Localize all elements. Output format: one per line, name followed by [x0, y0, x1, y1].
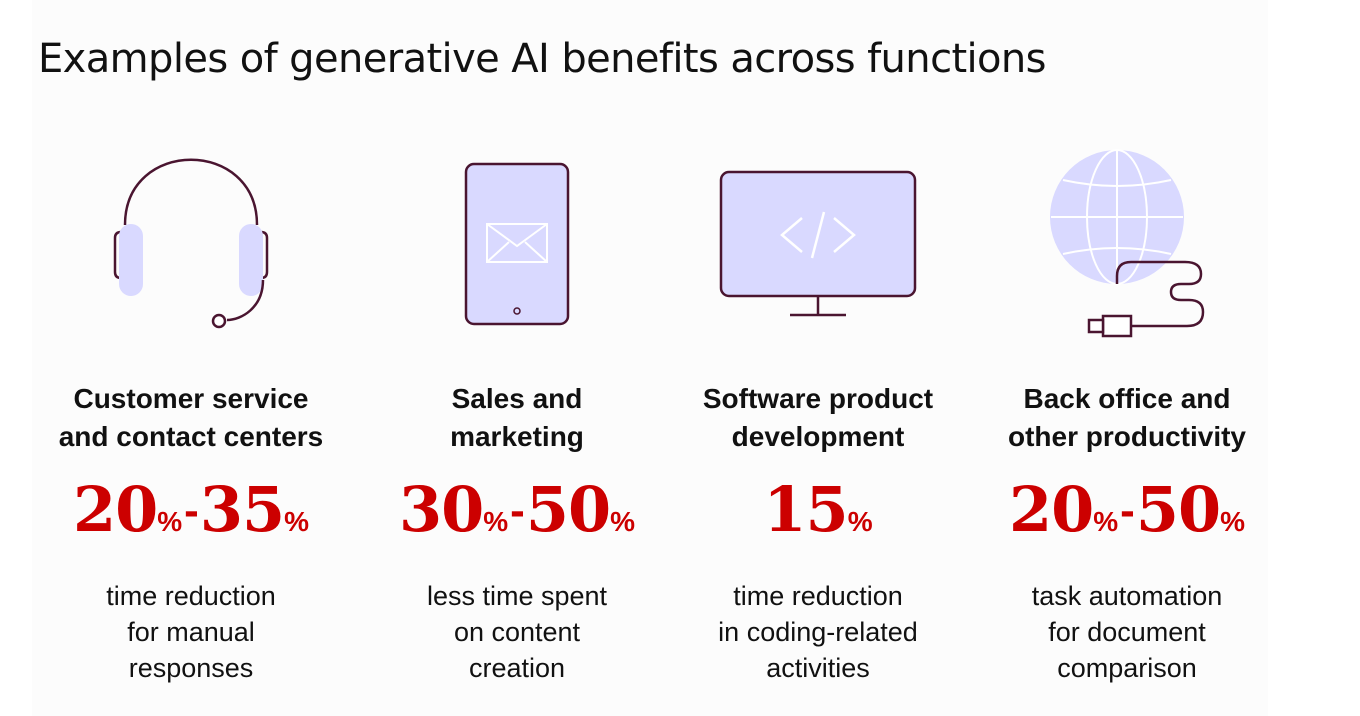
benefit-description: less time spent on content creation — [357, 578, 677, 686]
heading-line: Customer service — [73, 383, 309, 414]
benefit-stat: 15% — [658, 475, 978, 557]
stat-low: 20 — [1008, 473, 1094, 546]
benefit-description: task automation for document comparison — [967, 578, 1287, 686]
benefit-heading: Software product development — [658, 380, 978, 456]
heading-line: other productivity — [1007, 421, 1246, 452]
desc-line: time reduction — [733, 581, 903, 611]
monitor-code-icon — [658, 140, 978, 340]
heading-line: development — [731, 421, 905, 452]
desc-line: in coding-related — [718, 617, 918, 647]
benefit-card-customer-service: Customer service and contact centers 20%… — [31, 140, 351, 683]
benefit-heading: Sales and marketing — [357, 380, 677, 456]
stat-unit: % — [284, 506, 310, 537]
desc-line: for document — [1048, 617, 1206, 647]
globe-plug-icon — [967, 140, 1287, 340]
stat-unit: % — [847, 506, 873, 537]
stat-high: 50 — [1135, 473, 1221, 546]
desc-line: comparison — [1057, 653, 1197, 683]
stat-unit: % — [1220, 506, 1246, 537]
benefit-description: time reduction in coding-related activit… — [658, 578, 978, 686]
stat-high: 35 — [199, 473, 285, 546]
heading-line: and contact centers — [58, 421, 324, 452]
stat-unit: % — [610, 506, 636, 537]
stat-separator: - — [184, 486, 199, 535]
benefit-stat: 20%-50% — [967, 475, 1287, 557]
desc-line: activities — [766, 653, 870, 683]
stat-separator: - — [1120, 486, 1135, 535]
content-panel — [32, 0, 1268, 716]
benefit-stat: 20%-35% — [31, 475, 351, 557]
benefit-card-back-office: Back office and other productivity 20%-5… — [967, 140, 1287, 683]
stat-high: 50 — [525, 473, 611, 546]
heading-line: Sales and — [451, 383, 583, 414]
desc-line: on content — [453, 617, 581, 647]
desc-line: responses — [128, 653, 254, 683]
tablet-mail-icon — [357, 140, 677, 340]
desc-line: less time spent — [426, 581, 608, 611]
benefit-card-sales-marketing: Sales and marketing 30%-50% less time sp… — [357, 140, 677, 683]
headset-icon — [31, 140, 351, 340]
stat-value: 15 — [763, 473, 848, 546]
heading-line: marketing — [450, 421, 584, 452]
stat-low: 20 — [72, 473, 158, 546]
stat-unit: % — [1093, 506, 1119, 537]
stat-separator: - — [510, 486, 525, 535]
stat-low: 30 — [398, 473, 484, 546]
benefit-description: time reduction for manual responses — [31, 578, 351, 686]
benefit-stat: 30%-50% — [357, 475, 677, 557]
desc-line: creation — [468, 653, 566, 683]
heading-line: Back office and — [1023, 383, 1231, 414]
stat-unit: % — [483, 506, 509, 537]
stat-unit: % — [157, 506, 183, 537]
desc-line: task automation — [1031, 581, 1223, 611]
benefit-heading: Back office and other productivity — [967, 380, 1287, 456]
desc-line: for manual — [127, 617, 255, 647]
benefit-heading: Customer service and contact centers — [31, 380, 351, 456]
heading-line: Software product — [702, 383, 934, 414]
benefit-card-software-development: Software product development 15% time re… — [658, 140, 978, 683]
desc-line: time reduction — [106, 581, 276, 611]
page-title: Examples of generative AI benefits acros… — [38, 36, 1047, 82]
